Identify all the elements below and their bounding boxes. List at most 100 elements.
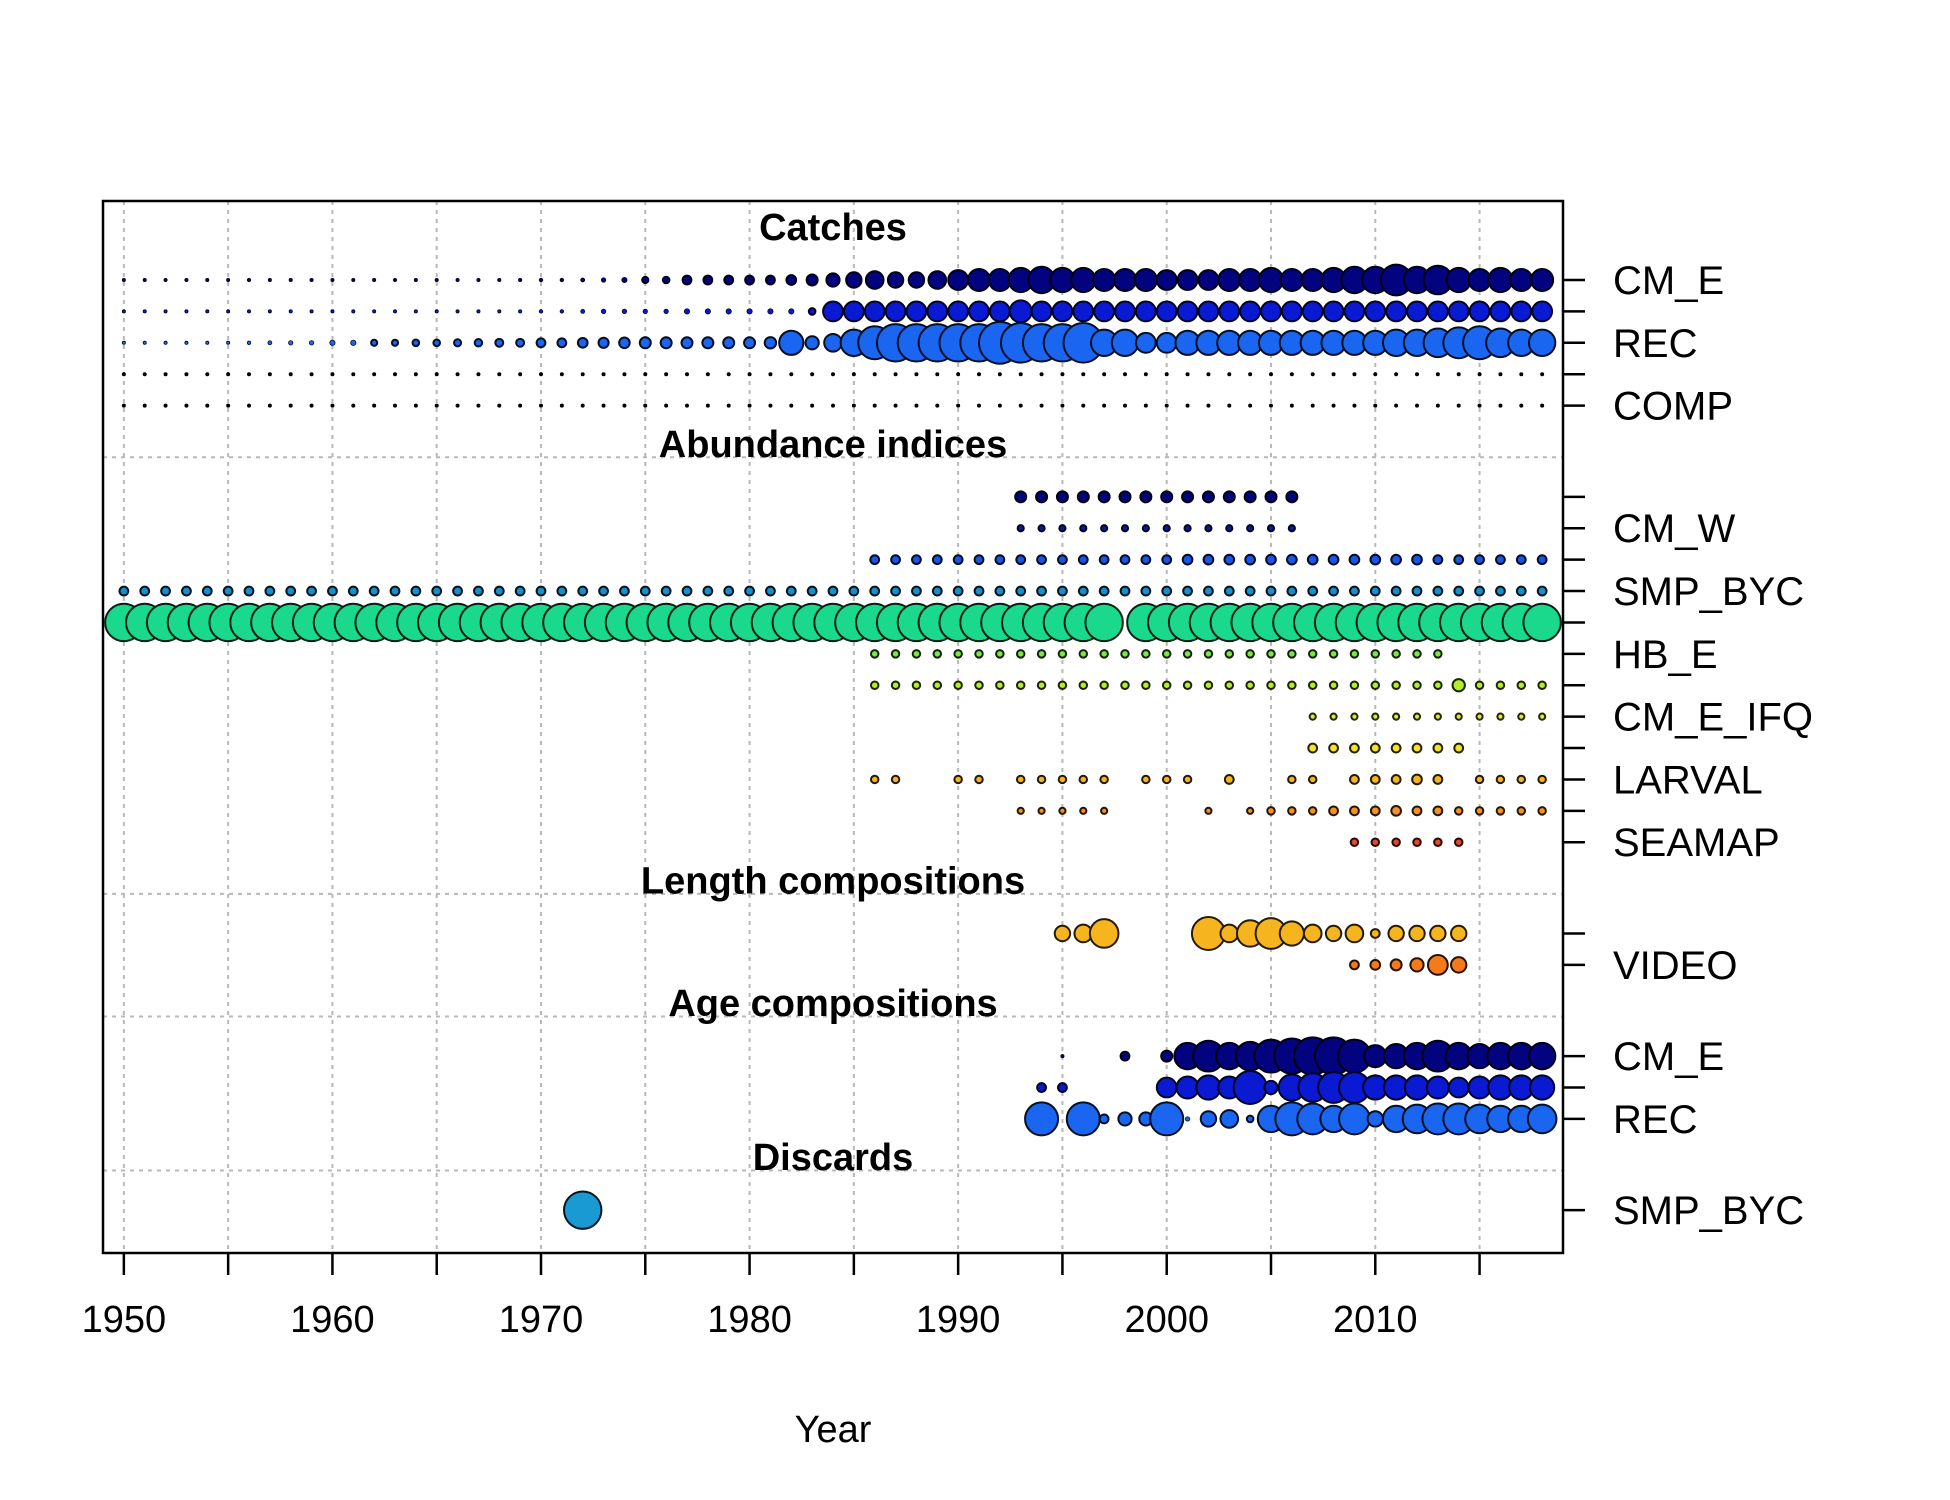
bubble-abundance-indices-row3-1988 (911, 554, 922, 566)
bubble-catches-row1-1963 (392, 277, 397, 282)
bubble-abundance-indices-row1-1997 (1097, 490, 1111, 504)
bubble-length-compositions-row2-2011 (1389, 958, 1403, 972)
bubble-abundance-indices-row4-1961 (347, 585, 359, 597)
bubble-abundance-indices-row7-1996 (1078, 680, 1089, 690)
bubble-catches-row5-1955 (226, 403, 231, 408)
bubble-catches-row1-1996 (1070, 266, 1097, 294)
bubble-abundance-indices-row7-1986 (869, 680, 880, 690)
bubble-abundance-indices-row4-1984 (827, 585, 839, 597)
bubble-catches-row3-2018 (1527, 328, 1557, 357)
bubble-catches-row5-2017 (1519, 403, 1524, 408)
bubble-catches-row4-2005 (1269, 372, 1274, 377)
bubble-catches-row1-1969 (518, 277, 523, 283)
bubble-abundance-indices-row3-2003 (1223, 553, 1236, 566)
bubble-abundance-indices-row3-1997 (1098, 554, 1110, 566)
bubble-catches-row2-1988 (905, 300, 928, 323)
bubble-catches-row3-1962 (370, 338, 379, 347)
bubble-abundance-indices-row1-2000 (1160, 490, 1174, 504)
bubble-catches-row4-1973 (601, 372, 606, 377)
bubble-abundance-indices-row9-2011 (1390, 742, 1402, 754)
bubble-abundance-indices-row4-1954 (201, 585, 213, 597)
bubble-abundance-indices-row7-2006 (1287, 680, 1297, 690)
bubble-abundance-indices-row7-2001 (1182, 680, 1193, 690)
bubble-catches-row4-1976 (664, 372, 669, 377)
bubble-catches-row1-1978 (702, 274, 714, 286)
bubble-abundance-indices-row7-2013 (1433, 680, 1443, 690)
bubble-abundance-indices-row3-1987 (890, 554, 901, 566)
bubble-catches-row1-1984 (825, 272, 841, 288)
bubble-length-compositions-row1-2014 (1450, 924, 1468, 943)
bubble-catches-row1-1985 (845, 271, 863, 289)
bubble-catches-row5-1974 (622, 403, 627, 408)
bubble-abundance-indices-row6-1986 (869, 649, 880, 659)
bubble-catches-row3-1970 (535, 337, 547, 349)
bubble-catches-row5-1995 (1060, 403, 1065, 408)
bubble-catches-row3-1982 (778, 329, 805, 356)
bubble-abundance-indices-row4-1992 (994, 585, 1006, 597)
bubble-catches-row2-1999 (1134, 300, 1157, 323)
bubble-catches-row2-1972 (580, 309, 586, 314)
bubble-abundance-indices-row4-1987 (890, 585, 901, 597)
bubble-catches-row5-1975 (643, 403, 648, 408)
bubble-catches-row5-1997 (1102, 403, 1107, 408)
bubble-abundance-indices-row6-2013 (1433, 649, 1443, 659)
bubble-catches-row5-1983 (810, 403, 815, 408)
row-label-rec: REC (1613, 322, 1697, 366)
bubble-catches-row3-1978 (701, 336, 715, 350)
bubble-abundance-indices-row8-2017 (1517, 712, 1526, 721)
bubble-age-compositions-row1-2000 (1160, 1049, 1174, 1063)
bubble-abundance-indices-row4-2015 (1474, 585, 1485, 597)
bubble-abundance-indices-row4-1956 (243, 585, 255, 597)
bubble-abundance-indices-row8-2007 (1308, 712, 1317, 721)
bubble-catches-row2-1971 (559, 309, 565, 314)
bubble-length-compositions-row2-2014 (1450, 956, 1468, 974)
bubble-catches-row4-1969 (518, 372, 523, 377)
bubble-abundance-indices-row11-1993 (1016, 806, 1025, 815)
bubble-catches-row1-2000 (1155, 269, 1178, 291)
bubble-catches-row4-1999 (1143, 372, 1148, 377)
bubble-age-compositions-row3-1994 (1024, 1101, 1060, 1137)
bubble-abundance-indices-row2-2002 (1204, 524, 1213, 533)
bubble-catches-row2-2015 (1468, 300, 1491, 323)
bubble-catches-row1-1987 (886, 271, 905, 289)
bubble-catches-row2-2003 (1218, 300, 1241, 323)
bubble-abundance-indices-row4-2001 (1182, 585, 1193, 597)
bubble-abundance-indices-row10-2003 (1223, 774, 1235, 785)
bubble-abundance-indices-row10-2006 (1287, 774, 1297, 785)
bubble-abundance-indices-row7-2004 (1245, 680, 1255, 690)
bubble-abundance-indices-row11-2015 (1474, 806, 1485, 816)
bubble-catches-row4-1952 (163, 372, 168, 377)
bubble-catches-row3-1967 (473, 338, 484, 348)
bubble-abundance-indices-row6-1997 (1099, 649, 1109, 659)
bubble-age-compositions-row2-2000 (1155, 1076, 1178, 1099)
bubble-abundance-indices-row4-1957 (264, 585, 276, 597)
bubble-abundance-indices-row4-2000 (1161, 585, 1173, 597)
bubble-catches-row5-1996 (1081, 403, 1086, 408)
bubble-age-compositions-row3-2003 (1219, 1109, 1240, 1129)
bubble-abundance-indices-row4-1988 (911, 585, 922, 597)
bubble-catches-row1-2014 (1445, 266, 1472, 294)
bubble-catches-row1-1990 (947, 269, 970, 291)
bubble-catches-row5-1968 (497, 403, 502, 408)
bubble-abundance-indices-row1-1995 (1055, 490, 1069, 504)
bubble-abundance-indices-row5-2018 (1522, 602, 1562, 643)
bubble-abundance-indices-row7-2009 (1349, 680, 1360, 690)
bubble-abundance-indices-row4-2010 (1369, 585, 1381, 597)
bubble-abundance-indices-row4-1962 (368, 585, 380, 597)
bubble-abundance-indices-row8-2011 (1392, 712, 1401, 721)
bubble-catches-row5-1953 (184, 403, 189, 408)
bubble-abundance-indices-row1-1993 (1014, 490, 1028, 504)
bubble-abundance-indices-row3-1998 (1119, 554, 1131, 566)
bubble-catches-row5-1990 (956, 403, 961, 408)
bubble-catches-row4-1961 (351, 372, 356, 377)
bubble-abundance-indices-row3-1993 (1015, 554, 1027, 566)
bubble-abundance-indices-row7-1992 (995, 680, 1005, 690)
bubble-catches-row4-1975 (643, 372, 648, 377)
bubble-abundance-indices-row4-2008 (1328, 585, 1339, 597)
bubble-catches-row4-2010 (1373, 372, 1378, 377)
bubble-abundance-indices-row11-2002 (1204, 806, 1213, 815)
bubble-catches-row1-1980 (744, 274, 755, 286)
bubble-catches-row5-1962 (372, 403, 377, 408)
bubble-catches-row1-1952 (163, 277, 168, 282)
